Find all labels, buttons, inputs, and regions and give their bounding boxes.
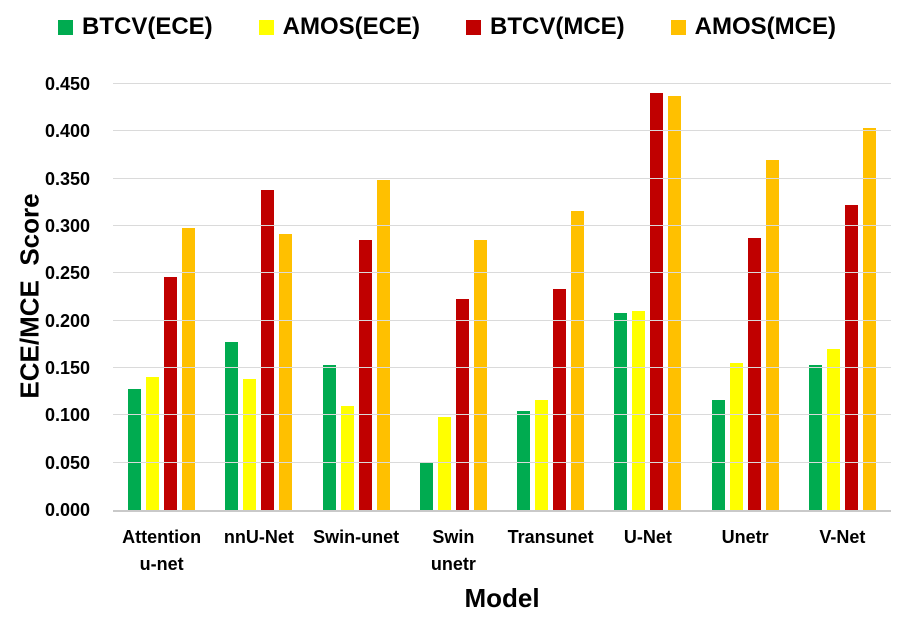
bar-amos-ece-nnu-net: [243, 379, 257, 510]
gridline: [113, 83, 891, 84]
bar-amos-mce-swin-unet: [376, 179, 390, 510]
gridline: [113, 130, 891, 132]
x-tick-label-unetr: Unetr: [721, 527, 769, 547]
legend-label: BTCV(MCE): [490, 13, 625, 40]
legend-item-amos-mce: AMOS(MCE): [670, 13, 836, 41]
y-tick-label: 0.200: [44, 310, 90, 331]
bar-amos-mce-transunet: [571, 210, 585, 510]
bar-btcv-ece-u-net: [614, 313, 628, 510]
bar-groups: [113, 84, 891, 510]
bar-group-v-net: [794, 84, 891, 510]
x-tick-label-swin-unetr: Swin unetr: [430, 527, 476, 574]
gridline: [113, 461, 891, 463]
x-axis-title: Model: [464, 583, 540, 613]
gridline: [113, 414, 891, 416]
bar-group-transunet: [502, 84, 599, 510]
legend-swatch-icon: [58, 19, 73, 35]
y-tick-label: 0.350: [44, 168, 90, 189]
plot-area: [113, 83, 891, 512]
x-axis-labels: Attention u-net nnU-Net Swin-unet Swin unet…: [113, 524, 891, 578]
bar-btcv-mce-transunet: [553, 289, 567, 510]
bar-btcv-ece-attention-u-net: [128, 388, 142, 510]
bar-amos-mce-nnu-net: [279, 233, 293, 510]
legend-label: BTCV(ECE): [82, 13, 213, 40]
gridline: [113, 319, 891, 321]
bar-btcv-ece-swin-unetr: [419, 462, 433, 510]
bar-group-unetr: [697, 84, 794, 510]
y-tick-label: 0.000: [44, 500, 90, 520]
bar-group-u-net: [599, 84, 696, 510]
y-tick-label: 0.300: [44, 216, 90, 237]
x-tick-label-attention-u-net: Attention u-net: [122, 527, 202, 574]
bar-amos-mce-u-net: [668, 96, 682, 510]
x-tick-label-u-net: U-Net: [623, 527, 672, 547]
gridline: [113, 367, 891, 369]
x-tick-label-nnu-net: nnU-Net: [223, 527, 294, 547]
y-tick-label: 0.100: [44, 405, 90, 426]
legend-item-amos-ece: AMOS(ECE): [258, 13, 421, 41]
bar-amos-ece-swin-unetr: [437, 417, 451, 510]
legend-item-btcv-mce: BTCV(MCE): [466, 13, 625, 41]
bar-btcv-mce-attention-u-net: [164, 277, 178, 510]
bar-btcv-ece-nnu-net: [225, 341, 239, 510]
legend-swatch-icon: [670, 19, 686, 35]
y-axis-tick-labels: 0.000 0.050 0.100 0.150 0.200 0.250 0.300 0.350…: [0, 74, 90, 520]
y-tick-label: 0.050: [44, 452, 90, 473]
gridline: [113, 177, 891, 179]
bar-amos-mce-unetr: [765, 159, 779, 510]
bar-btcv-mce-u-net: [650, 93, 664, 510]
y-tick-label: 0.450: [44, 74, 90, 94]
bar-group-nnu-net: [210, 84, 307, 510]
y-tick-label: 0.400: [44, 121, 90, 142]
bar-btcv-ece-unetr: [711, 400, 725, 510]
legend-label: AMOS(MCE): [694, 13, 836, 40]
bar-amos-mce-swin-unetr: [473, 240, 487, 510]
legend-swatch-icon: [258, 19, 274, 35]
gridline: [113, 225, 891, 227]
bar-amos-ece-v-net: [826, 349, 840, 510]
bar-amos-mce-attention-u-net: [182, 227, 196, 510]
bar-btcv-mce-swin-unetr: [455, 298, 469, 510]
x-tick-label-transunet: Transunet: [507, 527, 594, 547]
legend-label: AMOS(ECE): [282, 13, 421, 40]
bar-btcv-mce-nnu-net: [261, 190, 275, 510]
bar-amos-ece-transunet: [535, 400, 549, 510]
legend-item-btcv-ece: BTCV(ECE): [58, 13, 213, 41]
bar-btcv-mce-swin-unet: [358, 240, 372, 510]
bar-amos-ece-swin-unet: [340, 405, 354, 510]
y-tick-label: 0.250: [44, 263, 90, 284]
x-tick-label-swin-unet: Swin-unet: [313, 527, 400, 547]
bar-btcv-mce-unetr: [747, 238, 761, 510]
bar-btcv-ece-transunet: [517, 410, 531, 510]
x-tick-label-v-net: V-Net: [819, 527, 866, 547]
legend: BTCV(ECE) AMOS(ECE) BTCV(MCE) AMOS(MCE): [58, 13, 836, 41]
y-tick-label: 0.150: [44, 358, 90, 379]
bar-group-attention-u-net: [113, 84, 210, 510]
bar-amos-ece-attention-u-net: [146, 377, 160, 510]
bar-amos-ece-unetr: [729, 363, 743, 510]
bar-amos-ece-u-net: [632, 311, 646, 510]
bar-btcv-ece-swin-unet: [322, 365, 336, 510]
bar-btcv-mce-v-net: [844, 205, 858, 510]
legend-swatch-icon: [466, 19, 482, 35]
bar-btcv-ece-v-net: [808, 365, 822, 510]
bar-group-swin-unet: [308, 84, 405, 510]
gridline: [113, 272, 891, 274]
bar-group-swin-unetr: [405, 84, 502, 510]
